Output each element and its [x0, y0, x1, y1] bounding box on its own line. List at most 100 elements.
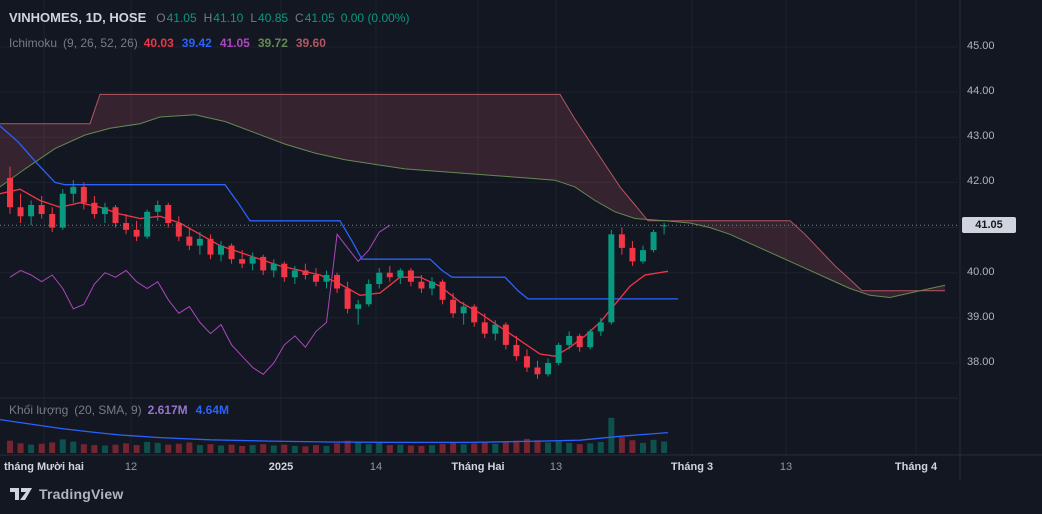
indicator-params: (9, 26, 52, 26)	[63, 36, 138, 50]
volume-bar	[650, 439, 657, 453]
volume-value: 4.64M	[195, 403, 230, 417]
candle-body	[555, 344, 562, 363]
volume-bar	[629, 440, 636, 453]
candle-body	[471, 306, 478, 323]
candle-body	[502, 324, 509, 345]
candle-body	[566, 335, 573, 345]
candle-body	[17, 207, 24, 217]
candle-body	[196, 238, 203, 246]
time-axis-label: Tháng Hai	[451, 461, 505, 473]
price-axis-label: 40.00	[967, 265, 995, 278]
ichimoku-legend-row[interactable]: Ichimoku (9, 26, 52, 26) 40.03 39.42 41.05…	[9, 36, 326, 50]
symbol-legend-row[interactable]: VINHOMES, 1D, HOSE O41.05 H41.10 L40.85 C41…	[9, 10, 409, 25]
candle-body	[70, 186, 77, 194]
volume-bar	[640, 442, 646, 453]
volume-bar	[144, 442, 151, 453]
candle-body	[239, 259, 246, 264]
footer-branding[interactable]: TradingView	[10, 486, 123, 502]
candle-body	[334, 274, 341, 289]
volume-bar	[175, 443, 182, 453]
tradingview-brand-text: TradingView	[39, 486, 124, 502]
volume-bar	[112, 444, 119, 453]
volume-bar	[439, 443, 446, 453]
candle-body	[175, 223, 182, 237]
candle-body	[270, 263, 277, 271]
volume-bar	[101, 445, 108, 453]
volume-bar	[618, 437, 625, 453]
candle-body	[123, 223, 130, 230]
volume-bar	[123, 443, 130, 453]
indicator-values: 40.03 39.42 41.05 39.72 39.60	[144, 36, 326, 50]
senkou-b-line	[0, 93, 945, 292]
indicator-name: Ichimoku	[9, 36, 58, 50]
volume-bar	[228, 444, 235, 453]
volume-legend-row[interactable]: Khối lượng (20, SMA, 9) 2.617M 4.64M	[9, 403, 229, 417]
volume-bar	[471, 443, 478, 453]
volume-bar	[80, 444, 87, 453]
volume-bar	[207, 444, 214, 453]
volume-bar	[534, 440, 541, 453]
volume-bar	[38, 443, 45, 453]
candle-body	[576, 335, 583, 348]
volume-bar	[323, 445, 330, 453]
candle-body	[281, 263, 288, 278]
volume-bar	[239, 445, 246, 453]
indicator-value: 40.03	[143, 36, 174, 50]
senkou-a-line	[0, 114, 946, 299]
volume-bar	[70, 441, 77, 453]
candle-body	[407, 270, 414, 282]
volume-bar	[281, 444, 288, 453]
volume-bar	[302, 446, 309, 453]
volume-indicator-params: (20, SMA, 9)	[74, 403, 142, 417]
volume-ma-line	[0, 418, 669, 444]
ohlc-value: 41.05	[304, 10, 335, 25]
volume-bar	[133, 445, 140, 453]
candle-body	[207, 238, 214, 255]
price-axis-label: 44.00	[967, 85, 995, 98]
indicator-value: 39.72	[257, 36, 288, 50]
time-axis-label: Tháng 4	[894, 461, 938, 473]
ohlc-letter: O	[156, 10, 166, 25]
volume-bar	[407, 445, 414, 453]
candle-body	[38, 204, 45, 215]
candle-body	[112, 207, 119, 224]
volume-bar	[49, 442, 56, 453]
candle-body	[291, 270, 298, 278]
candle-body	[165, 204, 172, 224]
volume-bar	[661, 441, 668, 453]
candle-body	[365, 283, 372, 305]
ohlc-letter: H	[203, 10, 213, 25]
volume-bar	[291, 445, 298, 453]
volume-bar	[355, 442, 362, 453]
price-axis[interactable]: 45.00 44.00 43.00 42.00 40.00 39.00 38.00	[960, 0, 1042, 480]
candle-body	[186, 236, 193, 246]
price-axis-label: 42.00	[967, 175, 995, 188]
ohlc-value: 41.05	[166, 10, 197, 25]
candle-body	[386, 272, 393, 278]
volume-bar	[545, 442, 552, 453]
volume-bar	[154, 442, 161, 453]
candle-body	[376, 272, 383, 284]
candle-body	[492, 324, 499, 334]
volume-bar	[186, 442, 193, 453]
change-value: 0.00 (0.00%)	[340, 10, 410, 25]
time-axis-label: 13	[779, 461, 793, 473]
indicator-value: 39.42	[181, 36, 212, 50]
tradingview-logo-icon	[10, 488, 32, 500]
volume-bar	[249, 445, 256, 453]
time-axis-label: 12	[124, 461, 138, 473]
volume-bar	[608, 417, 615, 453]
kijun-line	[0, 125, 678, 300]
volume-bar	[376, 442, 383, 453]
indicator-value: 39.60	[295, 36, 326, 50]
chikou-line	[9, 224, 391, 375]
ohlc-item: H41.10	[204, 11, 244, 25]
candle-body	[513, 344, 520, 357]
price-axis-label: 43.00	[967, 130, 995, 143]
candle-body	[397, 270, 404, 278]
volume-bar	[17, 443, 24, 453]
volume-bar	[344, 440, 351, 453]
candle-body	[450, 299, 457, 314]
